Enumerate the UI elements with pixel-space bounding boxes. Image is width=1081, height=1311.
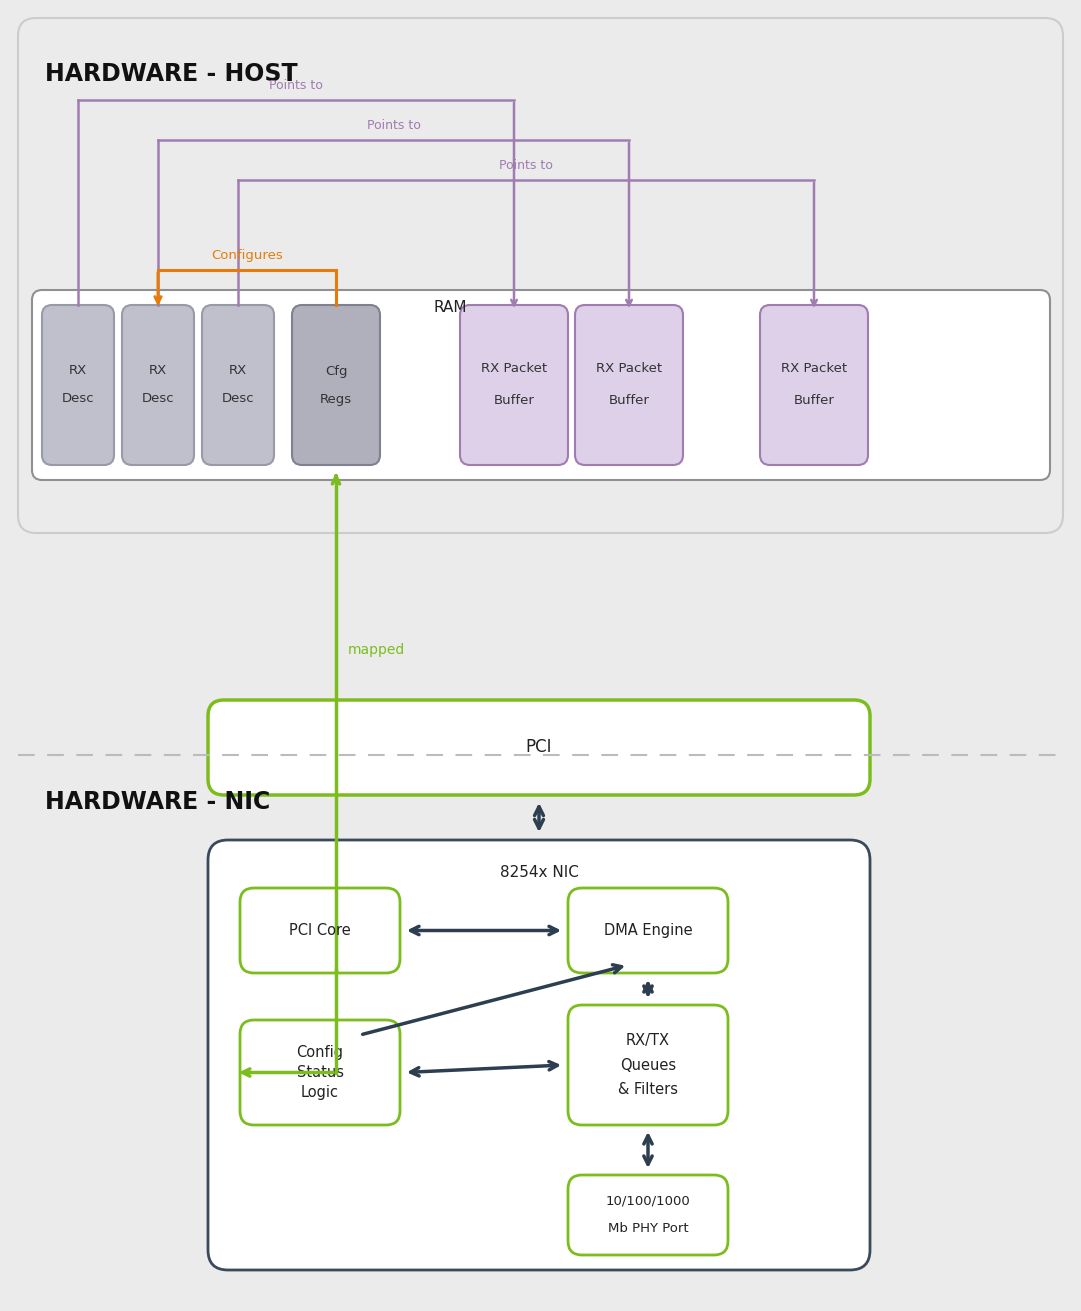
Text: Points to: Points to — [499, 159, 553, 172]
Text: 8254x NIC: 8254x NIC — [499, 865, 578, 880]
FancyBboxPatch shape — [240, 1020, 400, 1125]
FancyBboxPatch shape — [208, 840, 870, 1270]
Text: Desc: Desc — [222, 392, 254, 405]
Text: Regs: Regs — [320, 392, 352, 405]
Text: Queues: Queues — [619, 1058, 676, 1072]
Text: Mb PHY Port: Mb PHY Port — [608, 1222, 689, 1235]
Text: Buffer: Buffer — [793, 395, 835, 408]
FancyBboxPatch shape — [575, 305, 683, 465]
FancyBboxPatch shape — [461, 305, 568, 465]
Text: Config: Config — [296, 1045, 344, 1061]
Text: RX Packet: RX Packet — [481, 363, 547, 375]
Text: RX/TX: RX/TX — [626, 1033, 670, 1049]
Text: Logic: Logic — [301, 1086, 339, 1100]
FancyBboxPatch shape — [568, 888, 728, 973]
Text: RX Packet: RX Packet — [596, 363, 662, 375]
Text: RAM: RAM — [433, 300, 467, 315]
Text: RX: RX — [69, 364, 88, 378]
Text: Buffer: Buffer — [609, 395, 650, 408]
FancyBboxPatch shape — [208, 700, 870, 794]
FancyBboxPatch shape — [568, 1006, 728, 1125]
Text: Status: Status — [296, 1065, 344, 1080]
FancyBboxPatch shape — [292, 305, 381, 465]
Text: Points to: Points to — [366, 119, 421, 132]
FancyBboxPatch shape — [42, 305, 114, 465]
Text: Configures: Configures — [211, 249, 283, 262]
Text: & Filters: & Filters — [618, 1082, 678, 1096]
Text: Desc: Desc — [62, 392, 94, 405]
Text: Points to: Points to — [269, 79, 323, 92]
Text: RX: RX — [149, 364, 168, 378]
FancyBboxPatch shape — [760, 305, 868, 465]
Text: 10/100/1000: 10/100/1000 — [605, 1194, 691, 1207]
FancyBboxPatch shape — [32, 290, 1050, 480]
Text: HARDWARE - NIC: HARDWARE - NIC — [45, 791, 270, 814]
Text: PCI Core: PCI Core — [289, 923, 351, 937]
FancyBboxPatch shape — [18, 18, 1063, 534]
FancyBboxPatch shape — [122, 305, 193, 465]
Text: RX Packet: RX Packet — [780, 363, 848, 375]
Text: mapped: mapped — [348, 642, 405, 657]
FancyBboxPatch shape — [568, 1175, 728, 1255]
Text: HARDWARE - HOST: HARDWARE - HOST — [45, 62, 297, 87]
Text: Desc: Desc — [142, 392, 174, 405]
Text: Cfg: Cfg — [324, 364, 347, 378]
Text: DMA Engine: DMA Engine — [603, 923, 692, 937]
FancyBboxPatch shape — [240, 888, 400, 973]
Text: PCI: PCI — [525, 738, 552, 756]
Text: RX: RX — [229, 364, 248, 378]
Text: Buffer: Buffer — [494, 395, 534, 408]
FancyBboxPatch shape — [202, 305, 273, 465]
